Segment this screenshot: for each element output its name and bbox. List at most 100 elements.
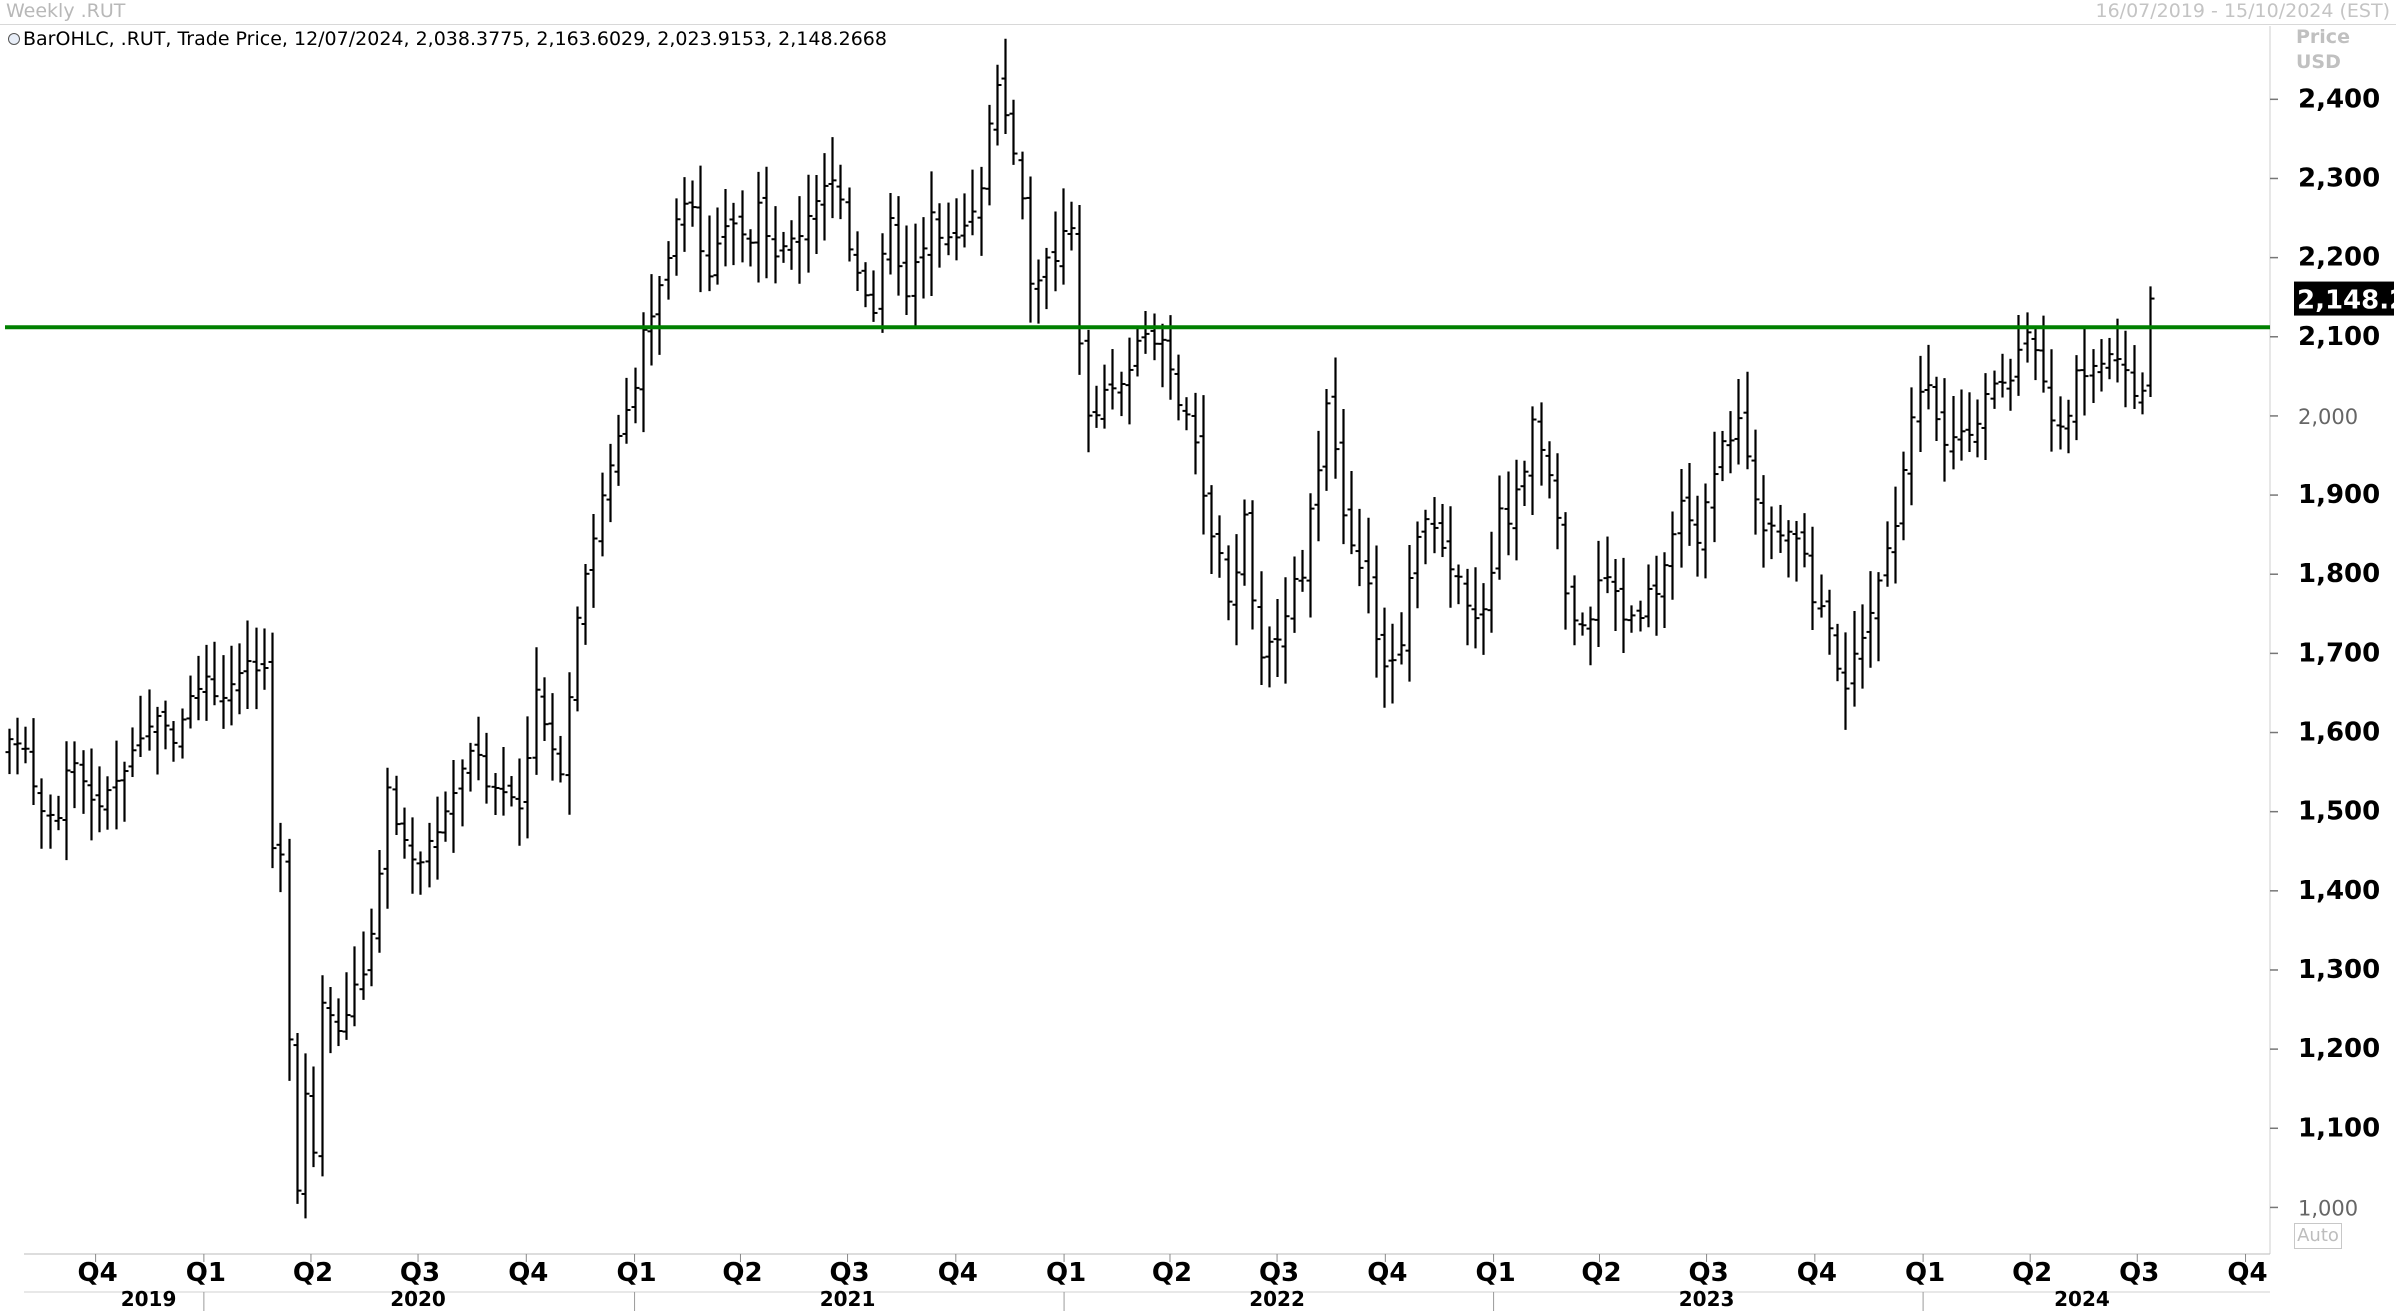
currency-axis-title: USD	[2296, 51, 2341, 73]
ohlc-bar	[1973, 399, 1982, 458]
ohlc-bar	[1743, 371, 1752, 470]
ohlc-bar	[1701, 483, 1710, 579]
ohlc-bar	[1858, 604, 1867, 689]
ohlc-bar	[334, 998, 343, 1047]
ohlc-bar	[491, 773, 500, 815]
ohlc-bar	[1430, 497, 1439, 554]
ohlc-bar	[70, 741, 79, 809]
ohlc-bar	[120, 761, 129, 822]
ohlc-bar	[1355, 508, 1364, 587]
ohlc-bar	[1981, 373, 1990, 460]
ohlc-bar	[828, 137, 837, 219]
ohlc-bar	[878, 233, 887, 333]
ohlc-bar	[227, 645, 236, 726]
ohlc-bar	[1710, 431, 1719, 543]
ohlc-bar	[507, 776, 516, 807]
y-tick-label: 1,400	[2298, 876, 2380, 906]
quarter-label: Q2	[722, 1258, 762, 1288]
ohlc-bar	[359, 931, 368, 1000]
quarter-label: Q1	[1475, 1258, 1515, 1288]
ohlc-bar	[729, 202, 738, 266]
ohlc-bar	[1718, 430, 1727, 482]
ohlc-bar	[1833, 623, 1842, 682]
ohlc-bar	[639, 312, 648, 433]
ohlc-bar	[400, 807, 409, 859]
ohlc-bar	[474, 716, 483, 781]
last-price-label: 2,148.2	[2297, 286, 2396, 316]
year-label: 2019	[121, 1287, 177, 1311]
ohlc-bar	[145, 689, 154, 751]
ohlc-bar	[1380, 607, 1389, 708]
ohlc-bar	[705, 215, 714, 292]
ohlc-bar	[655, 276, 664, 355]
ohlc-bar	[1874, 572, 1883, 662]
ohlc-bar	[1883, 521, 1892, 587]
auto-scale-button[interactable]: Auto	[2294, 1223, 2342, 1249]
quarter-label: Q2	[293, 1258, 333, 1288]
ohlc-bar	[2031, 327, 2040, 381]
ohlc-bar	[968, 169, 977, 236]
quarter-label: Q4	[1367, 1258, 1407, 1288]
ohlc-bar	[960, 193, 969, 248]
ohlc-bar	[2146, 286, 2155, 397]
ohlc-bar	[1364, 517, 1373, 614]
ohlc-bar	[1018, 151, 1027, 220]
quarter-label: Q1	[616, 1258, 656, 1288]
ohlc-bar	[1075, 204, 1084, 375]
ohlc-bar	[598, 472, 607, 557]
ohlc-bar	[268, 632, 277, 869]
ohlc-bar	[1125, 337, 1134, 425]
ohlc-bar	[1314, 430, 1323, 542]
ohlc-bar	[1133, 328, 1142, 377]
ohlc-bar	[1092, 385, 1101, 428]
year-label: 2024	[2054, 1287, 2110, 1311]
ohlc-bar	[919, 217, 928, 299]
ohlc-bar	[721, 189, 730, 267]
ohlc-bar	[1512, 459, 1521, 561]
ohlc-bar	[771, 206, 780, 284]
ohlc-bar	[350, 946, 359, 1027]
ohlc-bar	[1932, 376, 1941, 442]
series-settings-icon[interactable]	[8, 33, 20, 45]
ohlc-bar	[1240, 499, 1249, 586]
ohlc-bar	[1644, 564, 1653, 628]
ohlc-bar	[178, 708, 187, 759]
ohlc-bar	[581, 564, 590, 645]
ohlc-bar	[301, 1053, 310, 1219]
ohlc-bar	[1561, 512, 1570, 630]
ohlc-bar	[1158, 323, 1167, 388]
ohlc-bar	[416, 851, 425, 895]
ohlc-bar	[1537, 402, 1546, 486]
ohlc-bar	[235, 643, 244, 715]
ohlc-bar	[1767, 506, 1776, 560]
ohlc-bar	[779, 231, 788, 263]
quarter-label: Q3	[829, 1258, 869, 1288]
ohlc-bar	[993, 64, 1002, 146]
ohlc-bar	[186, 675, 195, 729]
ohlc-bar	[194, 655, 203, 721]
ohlc-bar	[1636, 600, 1645, 632]
ohlc-bar	[103, 776, 112, 830]
ohlc-bar	[1603, 536, 1612, 594]
ohlc-bar	[1998, 353, 2007, 398]
ohlc-bar	[1528, 406, 1537, 516]
ohlc-bar	[1965, 392, 1974, 453]
ohlc-bar	[1808, 526, 1817, 630]
quarter-label: Q2	[1581, 1258, 1621, 1288]
ohlc-bar	[1677, 469, 1686, 568]
ohlc-bar	[2113, 318, 2122, 383]
series-legend[interactable]: BarOHLC, .RUT, Trade Price, 12/07/2024, …	[8, 28, 887, 50]
ohlc-bar	[1479, 583, 1488, 655]
ohlc-bar	[293, 1032, 302, 1204]
ohlc-bar	[1290, 556, 1299, 633]
ohlc-bar	[13, 717, 22, 775]
ohlc-bar	[1339, 409, 1348, 545]
ohlc-bar	[2105, 337, 2114, 380]
ohlc-bar	[285, 838, 294, 1081]
ohlc-bar	[1504, 471, 1513, 556]
ohlc-bar	[383, 767, 392, 909]
ohlc-bar	[738, 190, 747, 263]
legend-text: BarOHLC, .RUT, Trade Price, 12/07/2024, …	[23, 28, 887, 50]
y-tick-label: 2,300	[2298, 163, 2380, 193]
